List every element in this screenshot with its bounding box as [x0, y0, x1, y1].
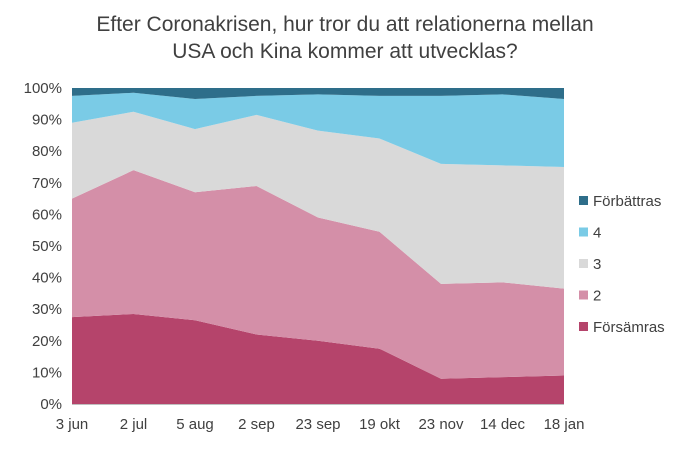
y-axis: 0% 10% 20% 30% 40% 50% 60% 70% 80% 90% 100%: [24, 80, 62, 413]
legend-label-3: 3: [593, 256, 601, 273]
y-tick-label: 60%: [32, 206, 62, 223]
area-series-4: [72, 92, 564, 167]
area-series-3: [72, 111, 564, 289]
y-tick-label: 30%: [32, 301, 62, 318]
y-tick-label: 70%: [32, 175, 62, 192]
x-tick-label: 3 jun: [56, 416, 89, 433]
x-tick-label: 14 dec: [480, 416, 526, 433]
chart-title-line-1: Efter Coronakrisen, hur tror du att rela…: [96, 13, 593, 36]
legend: Förbättras 4 3 2 Försämras: [579, 193, 665, 336]
y-tick-label: 50%: [32, 238, 62, 255]
x-tick-label: 2 sep: [238, 416, 275, 433]
chart-title-line-2: USA och Kina kommer att utvecklas?: [172, 40, 518, 63]
x-tick-label: 19 okt: [359, 416, 401, 433]
y-tick-label: 40%: [32, 270, 62, 287]
y-tick-label: 90%: [32, 112, 62, 129]
x-axis: 3 jun 2 jul 5 aug 2 sep 23 sep 19 okt 23 nov 14…: [56, 404, 585, 433]
y-tick-label: 100%: [24, 80, 62, 97]
y-tick-label: 80%: [32, 143, 62, 160]
y-tick-label: 20%: [32, 333, 62, 350]
legend-swatch-2: [579, 290, 588, 300]
legend-swatch-3: [579, 259, 588, 268]
area-series-2: [72, 170, 564, 379]
legend-swatch-forbattras: [579, 196, 588, 205]
x-tick-label: 23 nov: [418, 416, 464, 433]
x-tick-label: 18 jan: [544, 416, 585, 433]
legend-swatch-4: [579, 227, 588, 237]
x-tick-label: 23 sep: [295, 416, 340, 433]
area-series-group: [72, 88, 564, 404]
legend-swatch-forsamras: [579, 322, 588, 331]
legend-label-forsamras: Försämras: [593, 319, 665, 336]
area-series-forbattras: [72, 88, 564, 100]
legend-label-4: 4: [593, 225, 601, 242]
y-tick-label: 10%: [32, 364, 62, 381]
legend-label-forbattras: Förbättras: [593, 193, 661, 210]
x-tick-label: 2 jul: [120, 416, 148, 433]
legend-label-2: 2: [593, 288, 601, 305]
area-series-forsamras: [72, 313, 564, 404]
y-tick-label: 0%: [40, 396, 62, 413]
x-tick-label: 5 aug: [176, 416, 214, 433]
